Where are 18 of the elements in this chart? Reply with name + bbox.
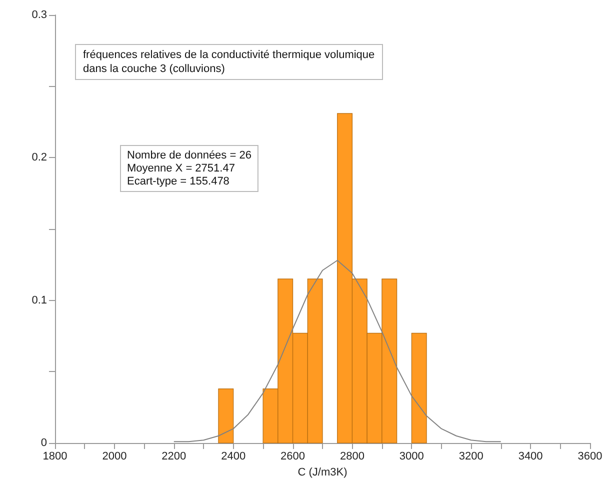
x-tick-label: 2600 bbox=[280, 450, 306, 462]
x-tick-label: 3200 bbox=[458, 450, 484, 462]
x-tick-label: 2400 bbox=[221, 450, 246, 462]
x-tick-label: 2800 bbox=[340, 450, 364, 462]
x-tick-label: 3400 bbox=[518, 450, 543, 462]
annotation: Nombre de données = 26 Moyenne X = 2751.47 Ecart-type = 155.478 bbox=[127, 150, 252, 188]
x-tick-label: 3000 bbox=[399, 450, 424, 462]
y-tick-label: 0.1 bbox=[32, 294, 47, 306]
line-series bbox=[173, 260, 502, 442]
y-tick-label: 0.3 bbox=[32, 9, 47, 21]
text: fréquences relatives de la conductivité thermique volumique dans la couche 3 (colluvions) bbox=[83, 49, 375, 75]
x-tick-label: 2000 bbox=[102, 450, 127, 462]
y-tick-label: 0.2 bbox=[32, 152, 47, 164]
x-axis-title: C (J/m3K) bbox=[298, 466, 348, 478]
x-tick-label: 2200 bbox=[162, 450, 186, 462]
y-tick-label: 0 bbox=[40, 437, 47, 449]
x-tick-label: 3600 bbox=[578, 450, 602, 462]
x-tick-label: 1800 bbox=[42, 450, 68, 462]
